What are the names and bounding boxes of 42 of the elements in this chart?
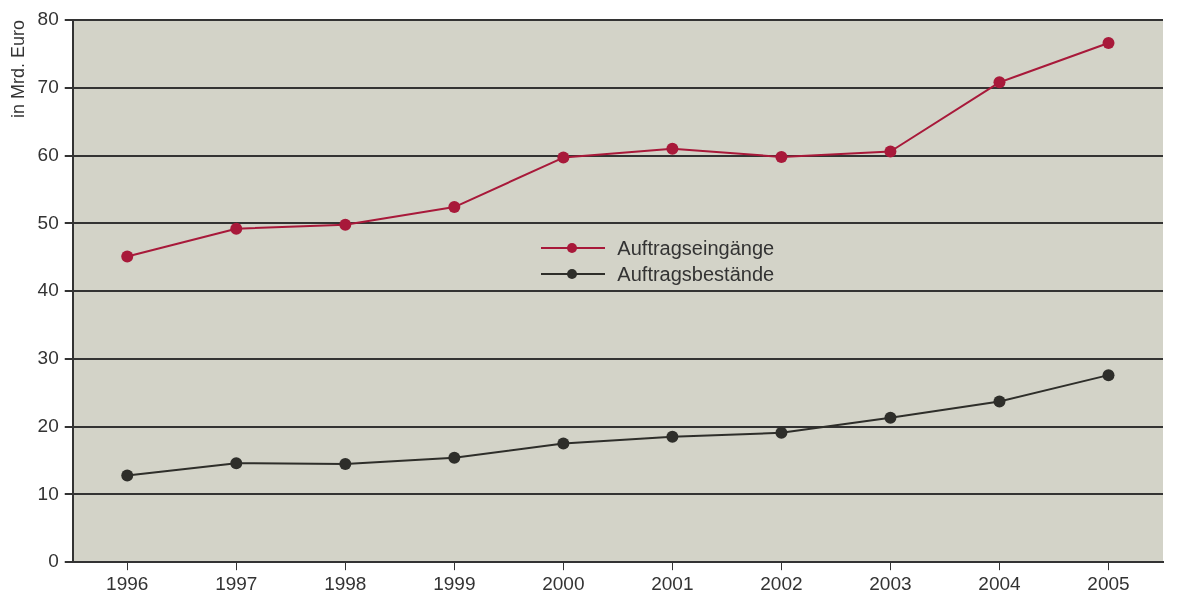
- point: [557, 151, 570, 164]
- y-tick-label: 30: [37, 347, 59, 369]
- x-tick-label: 1998: [324, 572, 367, 594]
- x-tick-label: 2002: [760, 572, 803, 594]
- point: [339, 457, 352, 470]
- point: [884, 411, 897, 424]
- y-tick-label: 80: [37, 8, 59, 30]
- x-tick-label: 2005: [1087, 572, 1130, 594]
- x-tick-label: 1997: [215, 572, 258, 594]
- point: [339, 218, 352, 231]
- legend-label: Auftragseingänge: [617, 236, 775, 262]
- point: [121, 469, 134, 482]
- y-tick-label: 0: [48, 550, 59, 572]
- y-tick-label: 70: [37, 76, 59, 98]
- y-tick-label: 10: [37, 482, 59, 504]
- point: [448, 201, 461, 214]
- point: [1102, 37, 1115, 50]
- point: [993, 76, 1006, 89]
- y-tick-label: 40: [37, 279, 59, 301]
- x-tick-label: 1999: [433, 572, 476, 594]
- point: [666, 142, 679, 155]
- point: [775, 426, 788, 439]
- point: [1102, 369, 1115, 382]
- y-tick-label: 20: [37, 414, 59, 436]
- point: [121, 250, 134, 263]
- x-tick-label: 2001: [651, 572, 694, 594]
- legend-label: Auftragsbestände: [617, 262, 775, 288]
- x-tick-label: 2003: [869, 572, 912, 594]
- point: [448, 451, 461, 464]
- point: [884, 145, 897, 158]
- y-tick-label: 60: [37, 143, 59, 165]
- point: [557, 437, 570, 450]
- point: [775, 150, 788, 163]
- y-tick-label: 50: [37, 211, 59, 233]
- x-tick-label: 2004: [978, 572, 1022, 594]
- point: [230, 457, 243, 470]
- point: [666, 430, 679, 443]
- x-tick-label: 1996: [106, 572, 149, 594]
- point: [230, 222, 243, 235]
- point: [993, 395, 1006, 408]
- x-tick-label: 2000: [542, 572, 585, 594]
- y-axis-title: in Mrd. Euro: [7, 20, 28, 119]
